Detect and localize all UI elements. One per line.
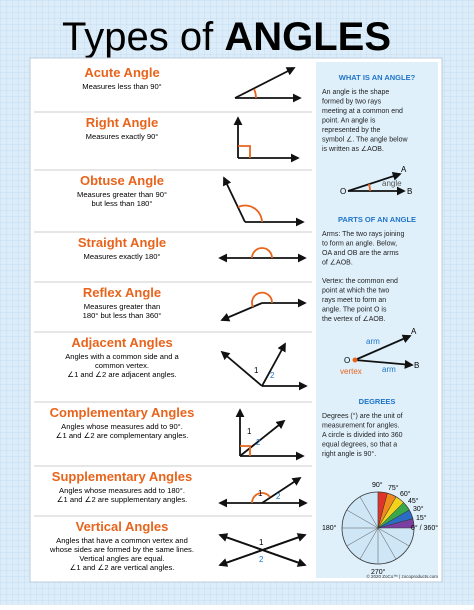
title: Types of ANGLES [62,15,391,59]
label: 270° [371,568,386,576]
radius [377,527,410,547]
label: 0° / 360° [411,524,438,532]
angle-name: Acute Angle [84,65,159,80]
label: O [344,356,350,365]
label: B [414,361,419,370]
label: vertex [340,367,362,376]
section-text: to form an angle. Below, [322,241,397,248]
section-text: Vertex: the common end [322,278,398,285]
angle-description: Angles whose measures add to 90°. [61,422,183,431]
angle-description: ∠1 and ∠2 are vertical angles. [70,563,175,572]
label: 1 [247,427,252,436]
radius [359,527,379,560]
angle-description: common vertex. [95,361,149,370]
label: 180° [322,524,337,532]
section-text: rays meet to form an [322,297,386,304]
section-text: of ∠AOB. [322,259,353,267]
angle-description: ∠1 and ∠2 are adjacent angles. [67,370,176,379]
diagram-labels: 1 2 1 2 1 2 1 2 A O B angle A arm arm O … [247,165,419,564]
section-text: formed by two rays [322,99,382,106]
angle-description: Angles that have a common vertex and [56,536,188,545]
label: 1 [258,489,263,498]
section-heading: DEGREES [359,397,396,406]
angle-name: Complementary Angles [50,405,195,420]
section-heading: PARTS OF AN ANGLE [338,215,416,224]
degree-labels: 90° 75° 60° 45° 30° 15° 0° / 360° 180° 2… [322,481,438,576]
section-text: point at which the two [322,288,389,295]
label: angle [382,179,402,188]
label: arm [366,337,380,346]
label: 2 [270,371,275,380]
label: 2 [276,492,281,501]
section-text: measurement for angles. [322,423,399,430]
section-text: the vertex of ∠AOB. [322,315,386,323]
section-heading: WHAT IS AN ANGLE? [339,73,416,82]
angle-name: Reflex Angle [83,285,161,300]
section-text: OA and OB are the arms [322,250,399,257]
label: arm [382,365,396,374]
label: 45° [408,497,419,505]
angle-name: Obtuse Angle [80,173,164,188]
radius [346,509,379,529]
section-text: right angle is 90°. [322,450,376,458]
label: 1 [254,366,259,375]
angle-description: 180° but less than 360° [83,311,162,320]
section-text: An angle is the shape [322,89,389,96]
label: 2 [256,438,261,447]
label: 1 [259,538,264,547]
section-text: Arms: The two rays joining [322,231,404,238]
angle-name: Right Angle [86,115,158,130]
diagrams [218,67,414,567]
angle-description: Measures less than 90° [82,82,161,91]
degree-circle [341,491,415,565]
angle-description: Measures exactly 90° [86,132,159,141]
angle-description: whose sides are formed by the same lines… [49,545,194,554]
footer: © 2020 ZoCo™ | zocoproducts.com [366,573,438,579]
angle-description: ∠1 and ∠2 are supplementary angles. [57,495,188,504]
label: 30° [413,505,424,513]
angle-description: Measures exactly 180° [84,252,161,261]
angle-description: ∠1 and ∠2 are complementary angles. [56,431,189,440]
angle-name: Adjacent Angles [71,335,172,350]
label: A [411,327,417,336]
section-text: equal degrees, so that a [322,442,397,449]
angle-description: Measures greater than [84,302,160,311]
angle-name: Vertical Angles [76,519,169,534]
radius [346,527,379,547]
angle-description: Vertical angles are equal. [79,554,164,563]
section-text: represented by the [322,127,380,134]
angle-name: Straight Angle [78,235,166,250]
section-text: symbol ∠. The angle below [322,136,408,144]
angle-description: Measures greater than 90° [77,190,167,199]
label: 15° [416,514,427,522]
angle-name: Supplementary Angles [52,469,192,484]
label: 90° [372,481,383,489]
angle-description: but less than 180° [92,199,153,208]
section-text: angle. The point O is [322,307,387,314]
section-text: A circle is divided into 360 [322,432,403,439]
radius [359,496,379,529]
angle-description: Angles with a common side and a [65,352,179,361]
section-text: meeting at a common end [322,108,403,115]
radius [377,527,397,560]
label: B [407,187,412,196]
label: A [401,165,407,174]
label: 2 [259,555,264,564]
label: O [340,187,346,196]
section-text: is written as ∠AOB. [322,145,384,153]
section-text: point. An angle is [322,118,376,125]
label: 60° [400,490,411,498]
label: 75° [388,484,399,492]
section-text: Degrees (°) are the unit of [322,412,403,420]
angle-description: Angles whose measures add to 180°. [59,486,185,495]
